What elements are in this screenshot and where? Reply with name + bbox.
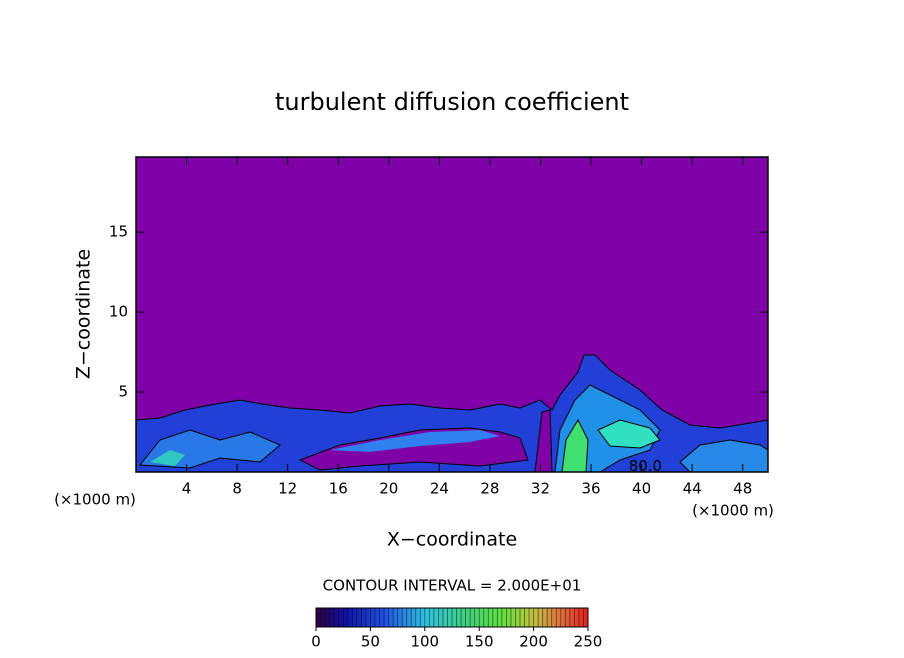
contour-region [561, 418, 589, 472]
contour-region [679, 439, 768, 472]
x-tick-label: 24 [430, 480, 449, 498]
x-tick-label: 28 [480, 480, 499, 498]
x-tick-label: 36 [581, 480, 600, 498]
y-tick-label: 15 [109, 223, 128, 241]
chart-title: turbulent diffusion coefficient [275, 88, 629, 116]
x-tick-label: 40 [632, 480, 651, 498]
contour-region [534, 409, 553, 472]
y-tick-label: 5 [118, 383, 128, 401]
y-axis-unit: (×1000 m) [54, 491, 136, 509]
colorbar-tick-label: 150 [465, 633, 494, 651]
y-tick-label: 10 [109, 303, 128, 321]
x-axis-label: X−coordinate [387, 529, 517, 551]
x-tick-label: 12 [278, 480, 297, 498]
x-tick-label: 8 [232, 480, 242, 498]
x-tick-label: 32 [531, 480, 550, 498]
colorbar-tick-label: 200 [519, 633, 548, 651]
colorbar-tick-label: 100 [410, 633, 439, 651]
colorbar-tick-label: 250 [574, 633, 603, 651]
x-tick-label: 20 [379, 480, 398, 498]
contour-region [330, 430, 500, 452]
contour-field [136, 354, 768, 472]
contour-interval: CONTOUR INTERVAL = 2.000E+01 [323, 577, 582, 595]
contour-label: 80.0 [629, 457, 662, 475]
x-tick-label: 4 [182, 480, 192, 498]
x-tick-label: 44 [683, 480, 702, 498]
colorbar-tick-label: 0 [311, 633, 321, 651]
plot-frame [135, 156, 769, 473]
colorbar-tick-label: 50 [361, 633, 380, 651]
contour-region [150, 450, 185, 466]
contour-region [597, 419, 661, 449]
x-tick-label: 16 [329, 480, 348, 498]
x-axis-unit: (×1000 m) [692, 502, 774, 520]
x-tick-label: 48 [733, 480, 752, 498]
y-axis-label: Z−coordinate [73, 249, 95, 379]
